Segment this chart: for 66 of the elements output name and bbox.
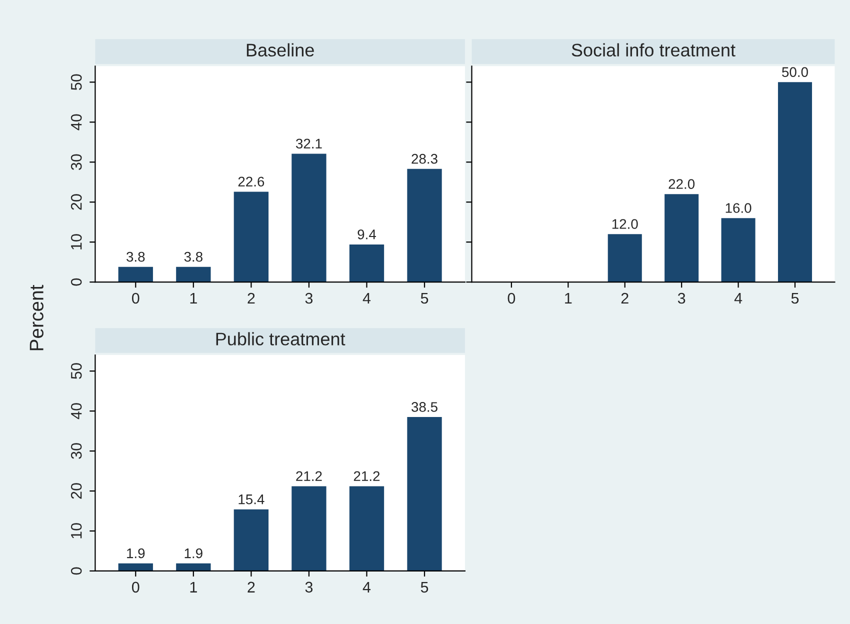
x-tick-label: 4 [362, 293, 371, 304]
x-tick-label: 1 [190, 293, 197, 304]
x-tick-label: 5 [420, 582, 428, 593]
bar [349, 486, 384, 571]
x-tick-label: 2 [621, 292, 628, 304]
data-label: 9.4 [358, 229, 376, 240]
data-label: 38.5 [412, 402, 438, 412]
data-label: 16.0 [726, 203, 752, 213]
bar [407, 417, 442, 571]
y-tick-label: 0 [70, 567, 82, 575]
x-tick-label: 0 [508, 292, 516, 304]
x-tick-label: 5 [420, 293, 428, 304]
y-tick-label: 30 [70, 154, 82, 170]
data-label: 1.9 [184, 548, 202, 558]
x-tick-label: 3 [678, 292, 686, 304]
y-tick-label: 30 [70, 443, 82, 459]
bar [292, 486, 326, 571]
bar [407, 168, 442, 282]
data-label: 50.0 [782, 67, 808, 77]
bar [234, 192, 269, 282]
data-label: 1.9 [127, 548, 145, 558]
bar [664, 194, 699, 282]
x-tick-label: 4 [734, 293, 742, 304]
data-label: 28.3 [412, 154, 438, 164]
bar [608, 234, 642, 282]
bar [234, 509, 269, 571]
y-tick-label: 40 [70, 114, 82, 130]
bar [292, 154, 326, 282]
y-tick-label: 50 [70, 363, 82, 379]
y-axis-title: Percent [30, 284, 44, 350]
x-tick-label: 3 [305, 582, 313, 593]
bar [118, 563, 153, 571]
bar [778, 82, 812, 282]
y-tick-label: 50 [70, 74, 82, 90]
x-tick-label: 0 [132, 582, 140, 593]
chart-title: Social info treatment [572, 43, 736, 57]
data-label: 32.1 [296, 138, 322, 149]
chart-title: Baseline [246, 43, 314, 57]
y-tick-label: 20 [70, 194, 82, 210]
data-label: 21.2 [354, 471, 380, 481]
y-tick-label: 10 [70, 234, 82, 250]
data-label: 21.2 [296, 471, 322, 481]
x-tick-label: 2 [248, 582, 255, 592]
data-label: 3.8 [184, 252, 202, 262]
data-label: 3.8 [126, 252, 145, 262]
data-label: 22.0 [668, 179, 695, 189]
y-tick-label: 10 [70, 523, 82, 538]
data-label: 22.6 [238, 176, 264, 187]
bar [118, 266, 153, 282]
bar [176, 266, 211, 282]
x-tick-label: 1 [190, 582, 197, 592]
x-tick-label: 0 [132, 292, 140, 304]
bar [349, 244, 384, 282]
x-tick-label: 3 [305, 292, 313, 304]
x-tick-label: 5 [791, 293, 799, 304]
bar [721, 218, 756, 282]
y-tick-label: 20 [70, 483, 82, 499]
data-label: 15.4 [238, 494, 264, 504]
x-tick-label: 2 [248, 292, 255, 304]
x-tick-label: 4 [362, 582, 371, 592]
y-tick-label: 0 [70, 278, 82, 286]
y-tick-label: 40 [70, 403, 82, 420]
chart-title: Public treatment [216, 332, 346, 346]
bar [176, 563, 211, 571]
data-label: 12.0 [612, 219, 638, 229]
x-tick-label: 1 [565, 293, 572, 304]
